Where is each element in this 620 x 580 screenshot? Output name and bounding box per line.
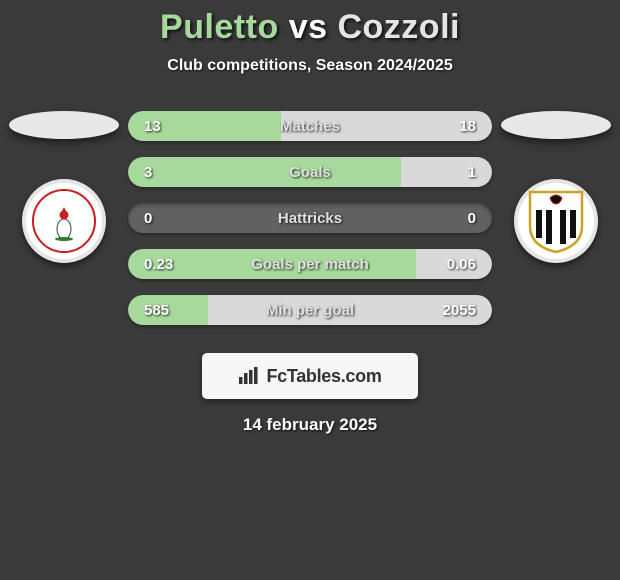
stat-value-right: 0 — [468, 210, 476, 227]
stat-value-left: 13 — [144, 118, 161, 135]
right-player-column — [496, 111, 616, 263]
stat-value-left: 3 — [144, 164, 152, 181]
player2-pedestal — [501, 111, 611, 139]
brand-text: FcTables.com — [266, 366, 381, 387]
left-player-column — [4, 111, 124, 263]
carpi-bird-icon — [42, 199, 86, 243]
stat-label: Goals per match — [251, 256, 369, 273]
stat-bar: 0.23 0.06 Goals per match — [128, 249, 492, 279]
stat-label: Hattricks — [278, 210, 342, 227]
stat-bar: 13 18 Matches — [128, 111, 492, 141]
stat-bar: 3 1 Goals — [128, 157, 492, 187]
main-row: 13 18 Matches 3 1 Goals 0 0 Hattricks 0.23 0.06 Goa… — [0, 111, 620, 325]
stat-fill-right — [401, 157, 492, 187]
stat-value-right: 18 — [459, 118, 476, 135]
player1-club-badge — [22, 179, 106, 263]
stat-label: Min per goal — [266, 302, 354, 319]
stat-value-left: 585 — [144, 302, 169, 319]
stat-bar: 585 2055 Min per goal — [128, 295, 492, 325]
stat-label: Matches — [280, 118, 340, 135]
carpi-badge-inner — [32, 189, 96, 253]
subtitle: Club competitions, Season 2024/2025 — [0, 57, 620, 75]
player2-club-badge — [514, 179, 598, 263]
brand-card[interactable]: FcTables.com — [202, 353, 418, 399]
stat-value-left: 0.23 — [144, 256, 173, 273]
chart-icon — [238, 367, 260, 385]
stat-label: Goals — [289, 164, 331, 181]
stats-column: 13 18 Matches 3 1 Goals 0 0 Hattricks 0.23 0.06 Goa… — [124, 111, 496, 325]
stat-value-right: 1 — [468, 164, 476, 181]
player2-name: Cozzoli — [337, 8, 459, 46]
player1-name: Puletto — [160, 8, 279, 46]
player1-pedestal — [9, 111, 119, 139]
ascoli-shield-icon — [526, 188, 586, 254]
stat-fill-left — [128, 157, 401, 187]
vs-text: vs — [289, 8, 328, 46]
stat-bar: 0 0 Hattricks — [128, 203, 492, 233]
stat-value-left: 0 — [144, 210, 152, 227]
stat-value-right: 2055 — [443, 302, 476, 319]
stat-value-right: 0.06 — [447, 256, 476, 273]
brand-label: FcTables.com — [238, 366, 381, 387]
comparison-card: Puletto vs Cozzoli Club competitions, Se… — [0, 0, 620, 580]
page-title: Puletto vs Cozzoli — [0, 0, 620, 47]
footer-date: 14 february 2025 — [0, 415, 620, 435]
